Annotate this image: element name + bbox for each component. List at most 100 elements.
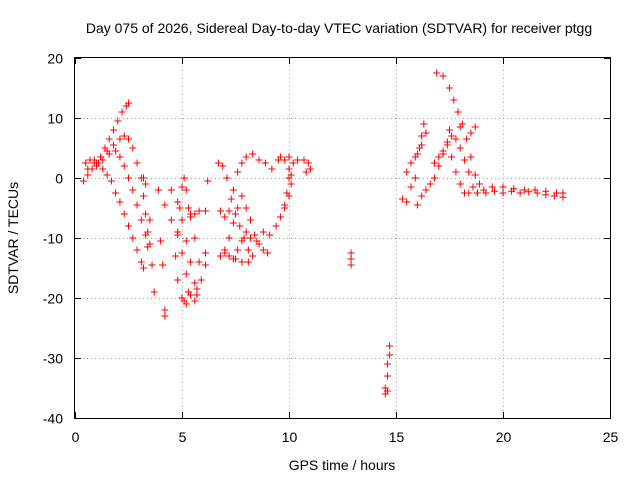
data-point xyxy=(249,252,257,260)
data-point xyxy=(559,193,567,201)
data-point xyxy=(187,213,195,221)
data-point xyxy=(161,201,169,209)
series-arc-2 xyxy=(84,132,154,248)
data-point xyxy=(456,123,464,131)
data-point xyxy=(238,159,246,167)
data-point xyxy=(184,204,192,212)
data-point xyxy=(116,198,124,206)
data-point xyxy=(413,201,421,209)
data-point xyxy=(242,153,250,161)
data-point xyxy=(191,297,199,305)
data-point xyxy=(508,187,516,195)
data-point xyxy=(159,261,167,269)
series-arc-12 xyxy=(217,150,276,221)
series-arc-14 xyxy=(281,153,314,209)
data-point xyxy=(99,165,107,173)
data-point xyxy=(285,174,293,182)
plot-frame xyxy=(74,57,611,419)
data-point xyxy=(465,189,473,197)
data-point xyxy=(182,186,190,194)
data-point xyxy=(383,360,391,368)
data-point xyxy=(488,183,496,191)
data-point xyxy=(178,216,186,224)
data-point xyxy=(347,249,355,257)
data-point xyxy=(142,210,150,218)
data-point xyxy=(229,255,237,263)
data-point xyxy=(105,135,113,143)
data-point xyxy=(125,135,132,143)
data-point xyxy=(137,258,145,266)
data-point xyxy=(264,249,272,257)
data-point xyxy=(182,237,190,245)
data-point xyxy=(187,291,195,299)
data-point xyxy=(261,159,269,167)
data-point xyxy=(251,231,259,239)
data-point xyxy=(467,129,475,137)
data-point xyxy=(133,159,141,167)
data-point xyxy=(268,165,276,173)
data-point xyxy=(255,156,263,164)
data-point xyxy=(244,258,252,266)
data-point xyxy=(403,198,411,206)
data-point xyxy=(197,276,205,284)
data-point xyxy=(274,156,282,164)
data-point xyxy=(439,147,447,155)
data-point xyxy=(142,180,150,188)
data-point xyxy=(465,168,473,176)
data-point xyxy=(418,192,426,200)
data-point xyxy=(105,150,113,158)
data-point xyxy=(471,171,479,179)
series-arc-8 xyxy=(167,186,201,305)
data-point xyxy=(118,108,126,116)
y-tick-label: 0 xyxy=(55,171,63,187)
data-point xyxy=(182,270,190,278)
data-point xyxy=(114,117,122,125)
data-point xyxy=(533,189,541,197)
data-point xyxy=(202,261,210,269)
data-point xyxy=(137,216,145,224)
data-point xyxy=(253,237,261,245)
series-arc-17 xyxy=(398,120,430,206)
data-point xyxy=(448,153,456,161)
data-point xyxy=(289,159,297,167)
data-point xyxy=(174,228,182,236)
data-point xyxy=(129,186,137,194)
data-point xyxy=(139,192,147,200)
data-point xyxy=(499,183,507,191)
data-point xyxy=(193,285,201,293)
data-point xyxy=(471,123,479,131)
data-point xyxy=(542,191,550,199)
y-tick-label: -30 xyxy=(43,351,63,367)
data-points xyxy=(80,69,567,398)
chart-title: Day 075 of 2026, Sidereal Day-to-day VTE… xyxy=(86,20,592,36)
data-point xyxy=(193,291,201,299)
data-point xyxy=(439,72,447,80)
data-point xyxy=(187,258,195,266)
data-point xyxy=(238,237,246,245)
data-point xyxy=(120,162,128,170)
series-arc-7 xyxy=(154,174,205,308)
x-axis-label: GPS time / hours xyxy=(289,457,396,473)
data-point xyxy=(180,297,188,305)
data-point xyxy=(234,246,242,254)
data-point xyxy=(499,189,507,197)
data-point xyxy=(142,231,150,239)
data-point xyxy=(161,312,169,320)
data-point xyxy=(431,159,439,167)
data-point xyxy=(242,228,250,236)
data-point xyxy=(112,189,120,197)
data-point xyxy=(450,96,458,104)
data-point xyxy=(80,177,88,185)
data-point xyxy=(191,234,199,242)
data-point xyxy=(129,144,137,152)
data-point xyxy=(433,69,441,77)
data-point xyxy=(139,174,147,182)
data-point xyxy=(225,207,233,215)
data-point xyxy=(178,183,186,191)
data-point xyxy=(383,372,391,380)
data-point xyxy=(174,276,182,284)
data-point xyxy=(516,189,524,197)
data-point xyxy=(120,132,128,140)
y-tick-label: -20 xyxy=(43,291,63,307)
data-point xyxy=(214,159,222,167)
